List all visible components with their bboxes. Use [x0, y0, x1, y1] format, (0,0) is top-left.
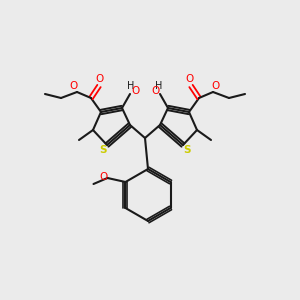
Text: H: H	[127, 81, 135, 91]
Text: O: O	[70, 81, 78, 91]
Text: O: O	[131, 86, 139, 96]
Text: O: O	[212, 81, 220, 91]
Text: O: O	[99, 172, 108, 182]
Text: S: S	[99, 145, 107, 155]
Text: S: S	[183, 145, 191, 155]
Text: O: O	[151, 86, 159, 96]
Text: H: H	[155, 81, 163, 91]
Text: O: O	[96, 74, 104, 84]
Text: O: O	[186, 74, 194, 84]
